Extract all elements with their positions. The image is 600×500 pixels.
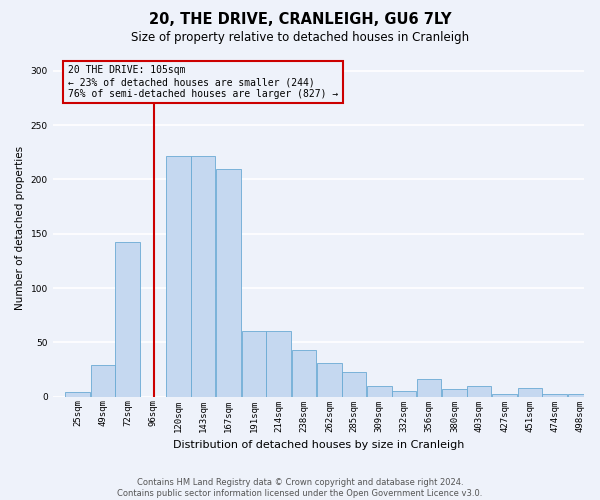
Bar xyxy=(266,332,290,396)
Bar xyxy=(317,363,341,396)
Bar xyxy=(392,391,416,396)
X-axis label: Distribution of detached houses by size in Cranleigh: Distribution of detached houses by size … xyxy=(173,440,464,450)
Bar xyxy=(417,380,442,396)
Bar xyxy=(65,392,90,396)
Bar xyxy=(115,242,140,396)
Bar xyxy=(568,394,592,396)
Bar xyxy=(442,389,467,396)
Bar xyxy=(518,388,542,396)
Bar xyxy=(216,168,241,396)
Text: 20 THE DRIVE: 105sqm
← 23% of detached houses are smaller (244)
76% of semi-deta: 20 THE DRIVE: 105sqm ← 23% of detached h… xyxy=(68,66,338,98)
Y-axis label: Number of detached properties: Number of detached properties xyxy=(15,146,25,310)
Bar xyxy=(166,156,191,396)
Bar xyxy=(341,372,366,396)
Bar xyxy=(542,394,567,396)
Bar xyxy=(91,365,115,396)
Bar xyxy=(467,386,491,396)
Text: Size of property relative to detached houses in Cranleigh: Size of property relative to detached ho… xyxy=(131,31,469,44)
Text: 20, THE DRIVE, CRANLEIGH, GU6 7LY: 20, THE DRIVE, CRANLEIGH, GU6 7LY xyxy=(149,12,451,28)
Bar xyxy=(191,156,215,396)
Bar xyxy=(292,350,316,397)
Text: Contains HM Land Registry data © Crown copyright and database right 2024.
Contai: Contains HM Land Registry data © Crown c… xyxy=(118,478,482,498)
Bar xyxy=(367,386,392,396)
Bar xyxy=(493,394,517,396)
Bar xyxy=(242,332,266,396)
